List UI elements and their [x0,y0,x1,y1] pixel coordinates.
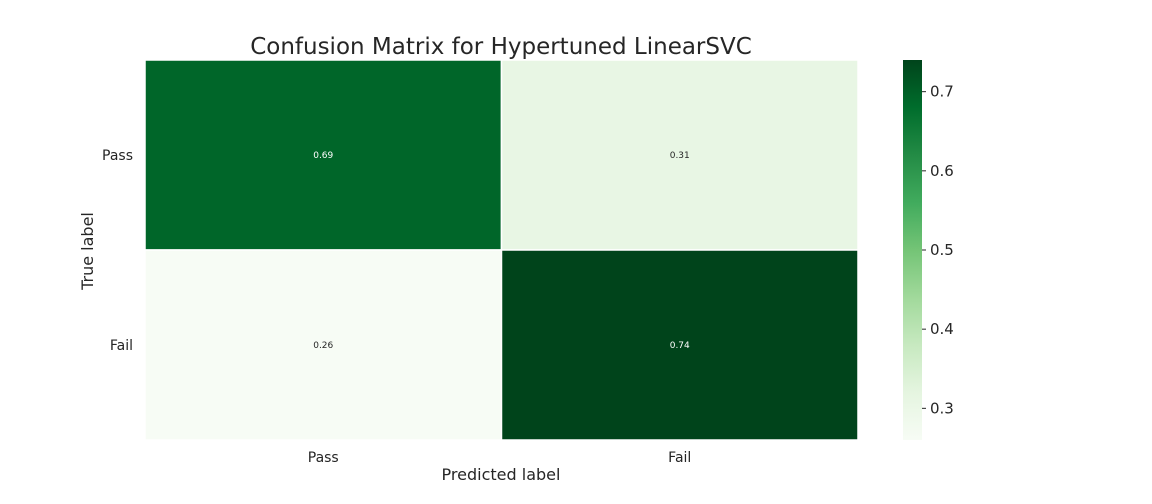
x-tick-labels: Pass Fail [308,450,692,466]
colorbar-tick-label: 0.5 [930,241,954,259]
y-axis-label: True label [78,212,97,291]
y-tick-label: Fail [110,338,133,354]
y-tick-labels: Pass Fail [102,148,133,354]
heatmap-cells [144,59,859,441]
colorbar-ticks: 0.3 0.4 0.5 0.6 0.7 [922,83,954,417]
chart-title: Confusion Matrix for Hypertuned LinearSV… [250,34,752,60]
cell-value-label: 0.69 [313,151,333,161]
heatmap-cell [500,59,859,251]
heatmap-cell-labels: 0.69 0.31 0.26 0.74 [313,151,690,351]
colorbar-tick-label: 0.3 [930,399,954,417]
heatmap-cell [144,249,503,441]
colorbar-tick-label: 0.6 [930,162,954,180]
x-axis-label: Predicted label [442,465,561,484]
cell-value-label: 0.26 [313,341,333,351]
cell-value-label: 0.74 [670,341,690,351]
x-tick-label: Pass [308,450,339,466]
colorbar-tick-label: 0.4 [930,320,954,338]
cell-value-label: 0.31 [670,151,690,161]
heatmap-cell [500,249,859,441]
y-tick-label: Pass [102,148,133,164]
x-tick-label: Fail [668,450,691,466]
colorbar-tick-label: 0.7 [930,83,954,101]
colorbar [903,60,922,440]
heatmap-cell [144,59,503,251]
